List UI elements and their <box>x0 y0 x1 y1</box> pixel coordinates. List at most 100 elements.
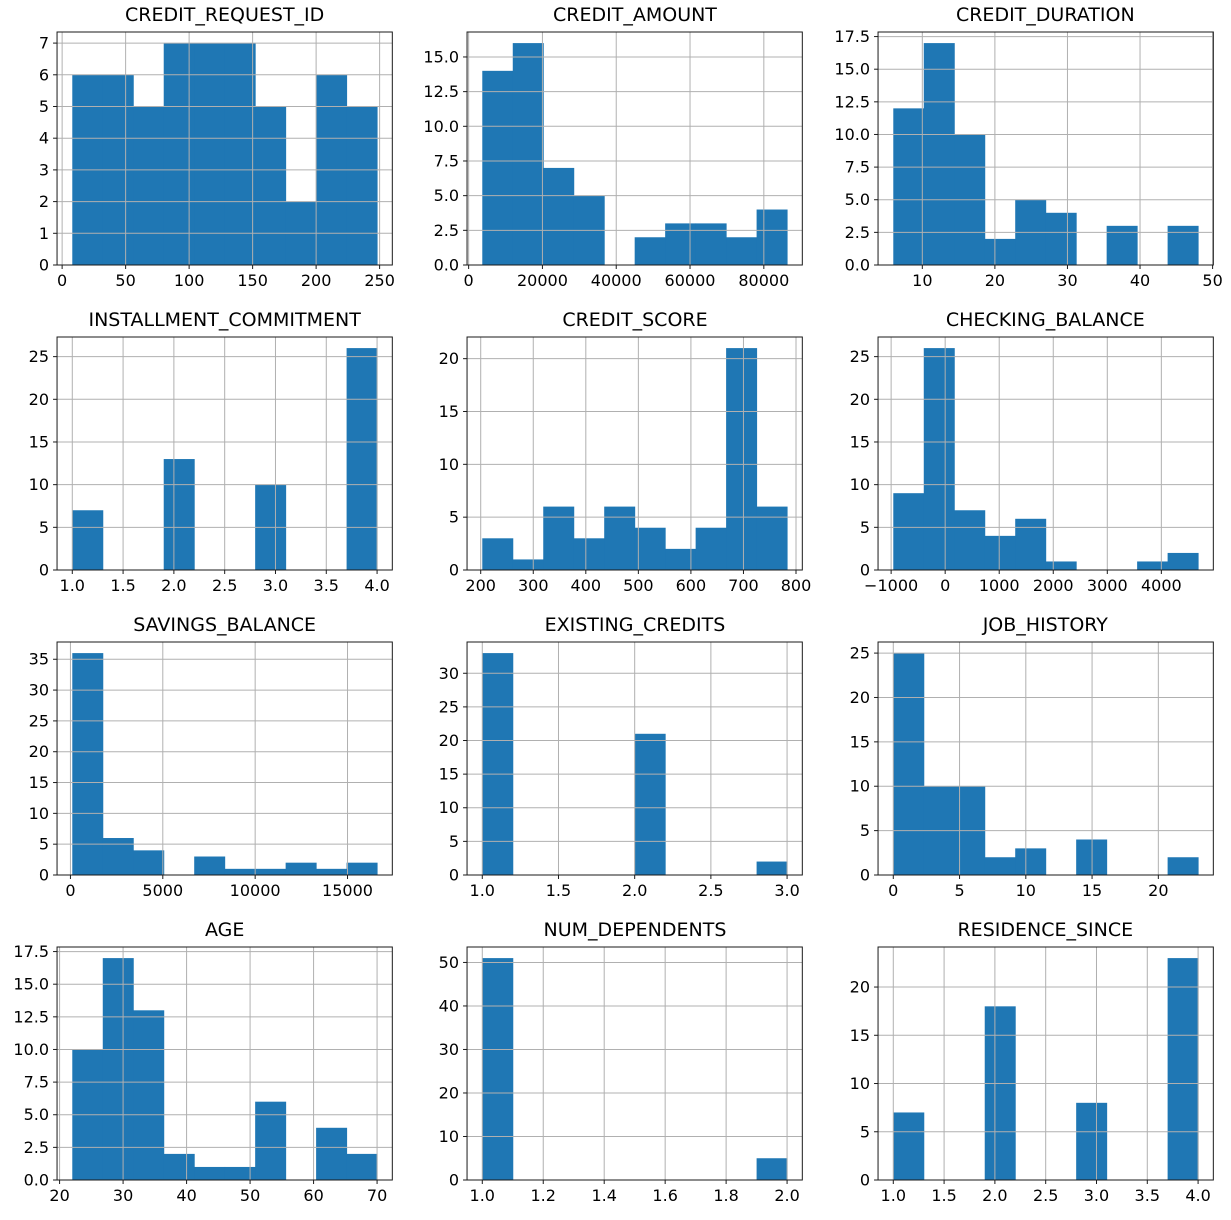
y-tick-label: 10 <box>29 475 49 494</box>
x-tick-label: 0 <box>940 576 950 595</box>
x-tick-label: 2.0 <box>775 1186 800 1205</box>
y-tick-label: 2.5 <box>24 1138 49 1157</box>
plot-border <box>56 336 393 571</box>
plot-border <box>466 336 804 571</box>
x-tick-label: 3.0 <box>263 576 288 595</box>
histogram-bar <box>695 223 727 265</box>
x-tick-label: 10 <box>912 271 932 290</box>
histogram-bar <box>133 106 165 265</box>
histogram-bar <box>285 862 317 875</box>
y-tick-label: 20 <box>439 1083 459 1102</box>
y-tick-label: 0 <box>860 561 870 580</box>
x-tick-label: 1.5 <box>931 1186 956 1205</box>
x-tick-label: 5000 <box>142 881 183 900</box>
chart-title: CREDIT_DURATION <box>955 4 1135 26</box>
y-tick-label: 10 <box>439 1127 459 1146</box>
histogram-cell-existing-credits: 1.0 1.5 2.0 2.5 3.0 0 5 10 15 20 25 30 EXISTING_CRE… <box>410 610 820 915</box>
x-tick-label: 1.0 <box>880 1186 905 1205</box>
histogram-bar <box>133 850 165 875</box>
y-tick-label: 5 <box>860 1122 870 1141</box>
x-tick-label: 200 <box>466 576 497 595</box>
x-tick-label: 70 <box>367 1186 387 1205</box>
histogram-bar <box>224 43 256 265</box>
y-tick-label: 35 <box>29 650 49 669</box>
y-tick-label: 2.5 <box>844 223 869 242</box>
histogram-bar <box>543 167 575 265</box>
histogram-bar <box>163 459 195 570</box>
y-tick-label: 0 <box>860 866 870 885</box>
histogram-bar <box>133 1010 165 1180</box>
histogram-bar <box>726 348 758 570</box>
plot-border <box>466 946 804 1181</box>
histogram-bar <box>194 856 226 875</box>
y-tick-label: 5 <box>449 832 459 851</box>
x-tick-label: 2.0 <box>982 1186 1007 1205</box>
y-tick-label: 10 <box>439 798 459 817</box>
x-tick-label: 1000 <box>978 576 1019 595</box>
histogram-bar <box>1106 225 1138 265</box>
histogram-bar <box>72 653 104 875</box>
y-tick-label: 0.0 <box>844 256 869 275</box>
chart-title: EXISTING_CREDITS <box>544 614 726 636</box>
histogram-bar <box>892 108 924 265</box>
x-tick-label: 4.0 <box>1185 1186 1210 1205</box>
y-tick-label: 4 <box>39 129 49 148</box>
histogram-bar <box>224 1166 256 1180</box>
x-tick-label: 1.0 <box>60 576 85 595</box>
y-tick-label: 40 <box>439 996 459 1015</box>
histogram-bar <box>756 861 788 875</box>
x-tick-label: 1.4 <box>592 1186 617 1205</box>
histogram-bar <box>255 106 287 265</box>
x-tick-label: 2.5 <box>1033 1186 1058 1205</box>
histogram-plot-savings-balance: 0 5000 10000 15000 0 5 10 15 20 25 30 35 <box>29 641 393 900</box>
y-tick-label: 10 <box>849 777 869 796</box>
y-tick-label: 25 <box>849 644 869 663</box>
y-tick-label: 5 <box>39 97 49 116</box>
histogram-bar <box>635 527 666 570</box>
histogram-bar <box>163 43 195 265</box>
y-tick-label: 20 <box>29 390 49 409</box>
x-tick-label: 150 <box>237 271 268 290</box>
y-tick-label: 0 <box>449 866 459 885</box>
y-tick-label: 25 <box>29 347 49 366</box>
x-tick-label: 20 <box>49 1186 69 1205</box>
x-tick-label: 1.0 <box>470 881 495 900</box>
y-tick-label: 5 <box>860 518 870 537</box>
x-tick-label: 500 <box>623 576 654 595</box>
plot-background <box>467 947 803 1180</box>
x-tick-label: 3000 <box>1087 576 1128 595</box>
x-tick-label: 20 <box>984 271 1004 290</box>
histogram-bar <box>482 958 514 1180</box>
histogram-bar <box>513 559 545 570</box>
y-tick-label: 25 <box>439 697 459 716</box>
y-tick-label: 20 <box>29 742 49 761</box>
y-tick-label: 1 <box>39 224 49 243</box>
histogram-bar <box>346 106 378 265</box>
x-tick-label: 2000 <box>1033 576 1074 595</box>
y-tick-label: 10 <box>439 455 459 474</box>
x-tick-label: 2.5 <box>698 881 723 900</box>
histogram-plot-installment-commitment: 1.0 1.5 2.0 2.5 3.0 3.5 4.0 0 5 10 15 20 25 <box>29 336 393 595</box>
x-tick-label: 100 <box>174 271 205 290</box>
x-tick-label: 0 <box>888 881 898 900</box>
histogram-bar <box>892 1112 924 1180</box>
x-tick-label: 0 <box>464 271 474 290</box>
x-tick-label: 1.5 <box>110 576 135 595</box>
histogram-bar <box>1014 518 1046 570</box>
histogram-plot-credit-score: 200 300 400 500 600 700 800 0 5 10 15 20 <box>439 336 812 595</box>
histogram-bar <box>1075 1102 1107 1180</box>
histogram-bar <box>346 1153 378 1180</box>
y-tick-label: 5 <box>860 821 870 840</box>
y-tick-label: 5.0 <box>844 190 869 209</box>
y-tick-label: 2 <box>39 192 49 211</box>
x-tick-label: 20 <box>1148 881 1168 900</box>
x-tick-label: 10000 <box>230 881 281 900</box>
x-tick-label: 80000 <box>739 271 790 290</box>
y-tick-label: 0.0 <box>434 256 459 275</box>
histogram-bar <box>604 506 636 570</box>
x-tick-label: 5 <box>954 881 964 900</box>
histogram-bar <box>543 506 575 570</box>
histogram-bar <box>1167 958 1199 1180</box>
histogram-cell-savings-balance: 0 5000 10000 15000 0 5 10 15 20 25 30 35 SAVINGS_BA… <box>0 610 410 915</box>
